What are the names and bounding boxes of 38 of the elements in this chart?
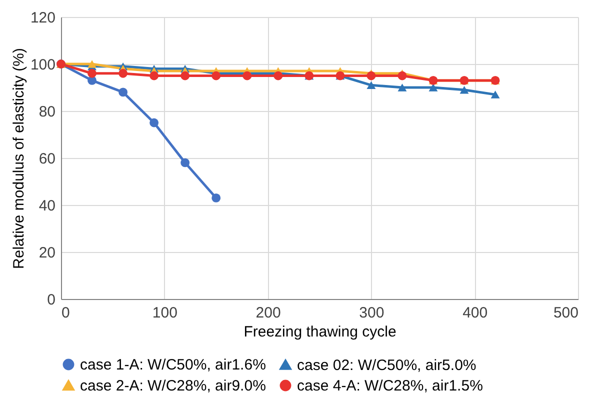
point: [212, 193, 221, 202]
y-tick-label: 0: [47, 292, 56, 308]
legend-label: case 4-A: W/C28%, air1.5%: [297, 378, 483, 394]
point: [398, 71, 407, 80]
x-tick-label: 0: [62, 304, 70, 322]
x-tick-label: 100: [152, 304, 178, 322]
y-tick-label: 100: [30, 56, 56, 74]
point: [150, 118, 159, 128]
y-tick-label: 20: [38, 244, 56, 262]
point: [88, 60, 96, 68]
y-tick-label: 40: [38, 198, 56, 214]
point: [490, 90, 500, 98]
point: [366, 81, 376, 90]
point: [180, 158, 190, 168]
y-tick-label: 60: [38, 150, 56, 168]
point: [88, 68, 96, 78]
x-axis-title: Freezing thawing cycle: [244, 324, 396, 340]
point: [150, 71, 159, 80]
y-tick-label: 120: [30, 10, 56, 26]
point: [460, 86, 469, 94]
x-tick-label: 200: [256, 304, 281, 322]
x-tick-label: 500: [553, 304, 578, 322]
point: [398, 84, 407, 92]
y-tick-label: 80: [38, 104, 56, 120]
x-tick-label: 400: [462, 304, 488, 322]
point: [118, 88, 128, 97]
point: [242, 71, 252, 80]
legend-label: case 2-A: W/C28%, air9.0%: [80, 378, 266, 394]
point: [212, 71, 221, 80]
legend-label: case 02: W/C50%, air5.0%: [297, 356, 476, 374]
point: [428, 84, 438, 92]
x-tick-label: 300: [359, 304, 384, 322]
point: [118, 68, 128, 78]
point: [274, 71, 283, 80]
legend-label: case 1-A: W/C50%, air1.6%: [80, 356, 266, 374]
point: [180, 71, 190, 80]
point: [366, 71, 376, 80]
y-axis-title: Relative modulus of elasticity (%): [10, 48, 28, 269]
